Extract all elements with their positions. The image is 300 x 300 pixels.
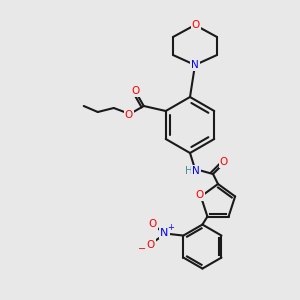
Text: N: N <box>160 228 169 238</box>
Text: O: O <box>220 157 228 167</box>
Text: −: − <box>138 244 146 254</box>
Text: O: O <box>196 190 204 200</box>
Text: O: O <box>148 219 157 229</box>
Text: N: N <box>192 166 200 176</box>
Text: +: + <box>167 223 174 232</box>
Text: H: H <box>185 166 193 176</box>
Text: O: O <box>124 110 133 120</box>
Text: O: O <box>146 240 154 250</box>
Text: O: O <box>132 86 140 96</box>
Text: N: N <box>191 60 199 70</box>
Text: O: O <box>192 20 200 30</box>
